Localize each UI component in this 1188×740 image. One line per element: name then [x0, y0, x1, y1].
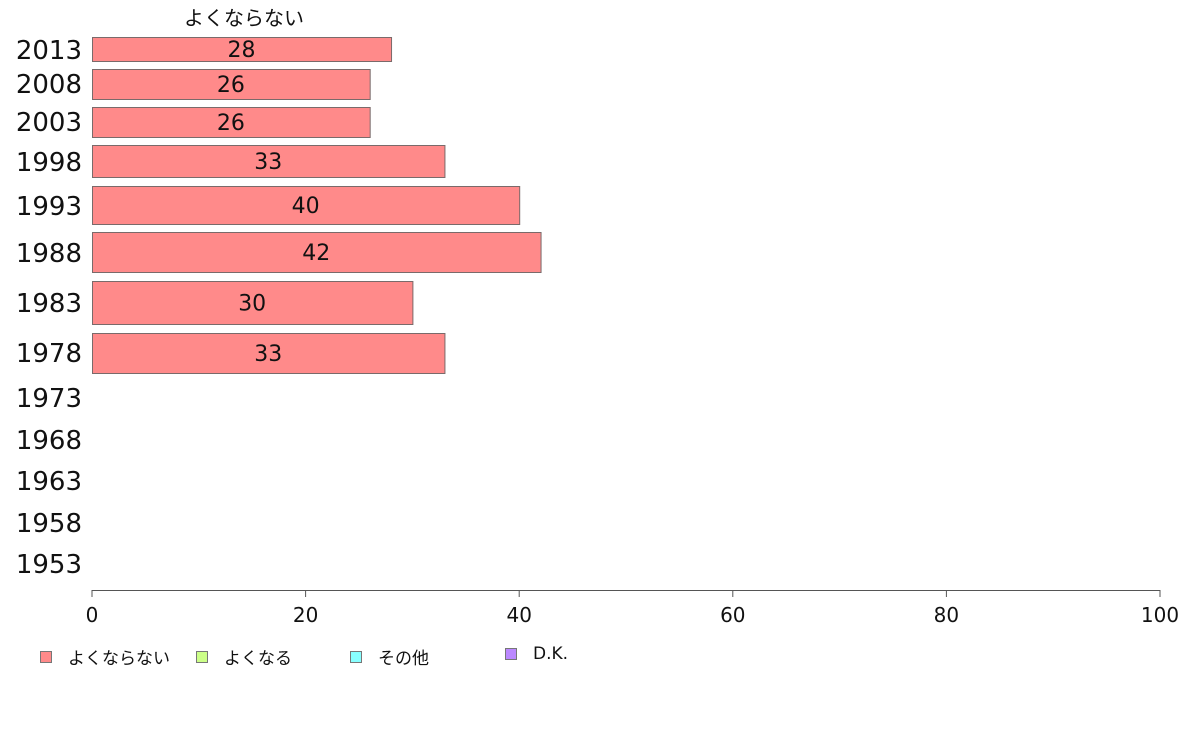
legend-label-yokunaranai: よくならない: [68, 649, 170, 669]
bar-1983: [92, 281, 414, 325]
bar-1978: [92, 333, 446, 374]
y-tick-label-2013: 2013: [16, 36, 82, 66]
x-tick-label-20: 20: [293, 603, 318, 627]
bar-value-label-1978: 33: [254, 342, 282, 367]
bar-value-label-1983: 30: [238, 292, 266, 317]
y-tick-label-1988: 1988: [16, 239, 82, 269]
chart-title: よくならない: [184, 6, 304, 30]
bar-value-label-1998: 33: [254, 150, 282, 175]
x-axis: 0 20 40 60 80 100: [86, 590, 1179, 627]
x-tick-label-80: 80: [934, 603, 959, 627]
legend-label-dk: D.K.: [533, 644, 569, 664]
y-tick-label-1953: 1953: [16, 550, 82, 580]
legend-label-sonota: その他: [378, 649, 429, 669]
y-tick-label-1973: 1973: [16, 384, 82, 414]
legend-label-yokunaru: よくなる: [224, 649, 292, 669]
bar-2008: [92, 69, 371, 100]
legend-item-yokunaranai: よくならない: [40, 644, 170, 669]
x-tick-label-0: 0: [86, 603, 99, 627]
bar-1993: [92, 186, 521, 225]
y-tick-label-1958: 1958: [16, 509, 82, 539]
legend-item-dk: D.K.: [505, 644, 568, 664]
bar-value-label-2003: 26: [217, 111, 245, 136]
legend-swatch-sonota: [350, 650, 362, 663]
legend-swatch-yokunaru: [196, 650, 208, 663]
x-tick-label-60: 60: [720, 603, 745, 627]
y-tick-label-1963: 1963: [16, 467, 82, 497]
x-tick-label-40: 40: [506, 603, 531, 627]
y-tick-label-2008: 2008: [16, 70, 82, 100]
bar-1988: [92, 232, 542, 273]
legend-swatch-yokunaranai: [40, 650, 52, 663]
legend-item-sonota: その他: [350, 644, 429, 669]
bar-1998: [92, 145, 446, 178]
bar-2013: [92, 37, 393, 62]
bar-value-label-1993: 40: [292, 194, 320, 219]
bar-value-label-1988: 42: [302, 241, 330, 266]
y-tick-label-1968: 1968: [16, 426, 82, 456]
bar-value-label-2008: 26: [217, 73, 245, 98]
y-tick-label-2003: 2003: [16, 108, 82, 138]
x-tick-label-100: 100: [1141, 603, 1179, 627]
y-axis-labels: 2013 2008 2003 1998 1993 1988 1983 1978 1973 1968…: [16, 36, 82, 580]
bars-layer: 28 26 26 33 40 42 30 33: [92, 37, 542, 374]
legend-swatch-dk: [505, 648, 517, 660]
y-tick-label-1983: 1983: [16, 289, 82, 319]
legend-item-yokunaru: よくなる: [196, 644, 292, 669]
y-tick-label-1993: 1993: [16, 192, 82, 222]
y-tick-label-1998: 1998: [16, 148, 82, 178]
y-tick-label-1978: 1978: [16, 339, 82, 369]
bar-value-label-2013: 28: [228, 38, 256, 63]
bar-2003: [92, 107, 371, 138]
